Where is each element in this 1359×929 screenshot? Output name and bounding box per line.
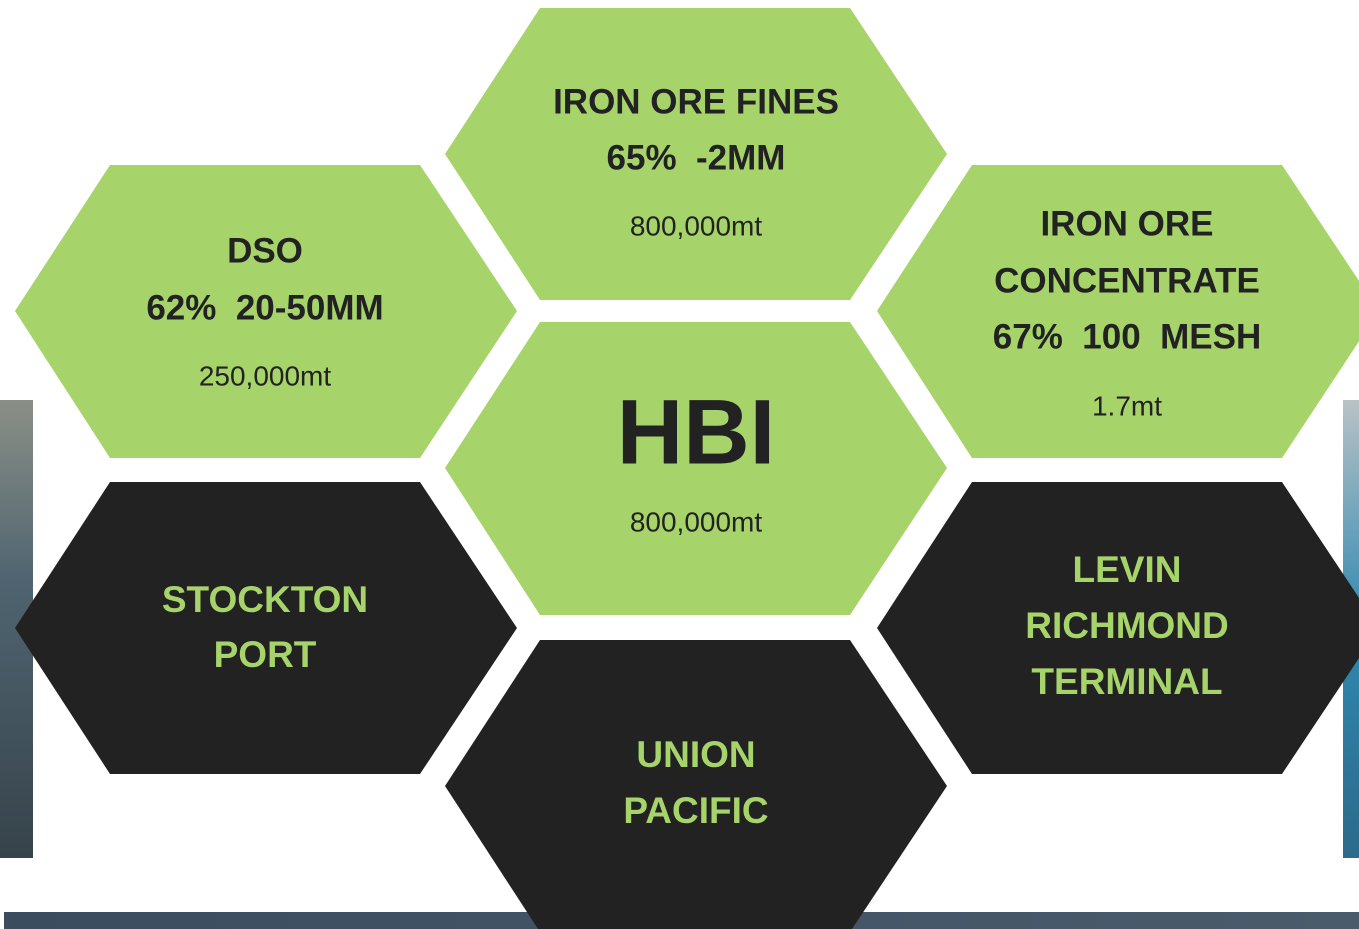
hex-label: LEVIN — [1073, 549, 1182, 590]
hexagon — [15, 482, 517, 774]
hex-label: 65% -2MM — [607, 138, 786, 177]
hex-label: IRON ORE — [1040, 204, 1213, 243]
hex-label: PACIFIC — [623, 790, 768, 831]
hexagon — [445, 640, 947, 929]
hex-label: IRON ORE FINES — [553, 82, 839, 121]
hex-label: STOCKTON — [162, 579, 368, 620]
hex-label: CONCENTRATE — [994, 261, 1260, 300]
hex-amount: 800,000mt — [630, 506, 763, 537]
hex-label: UNION — [636, 734, 755, 775]
hex-label: PORT — [214, 634, 317, 675]
hex-label: HBI — [617, 381, 775, 483]
hex-amount: 800,000mt — [630, 210, 763, 241]
hex-label: 67% 100 MESH — [993, 317, 1261, 356]
hex-label: RICHMOND — [1025, 605, 1228, 646]
hex-label: TERMINAL — [1031, 661, 1222, 702]
hex-amount: 1.7mt — [1092, 390, 1162, 421]
hex-label: 62% 20-50MM — [146, 288, 383, 327]
hex-amount: 250,000mt — [199, 360, 332, 391]
hex-diagram: DSO 62% 20-50MM 250,000mt IRON ORE FINES… — [0, 0, 1359, 929]
hex-label: DSO — [227, 231, 303, 270]
